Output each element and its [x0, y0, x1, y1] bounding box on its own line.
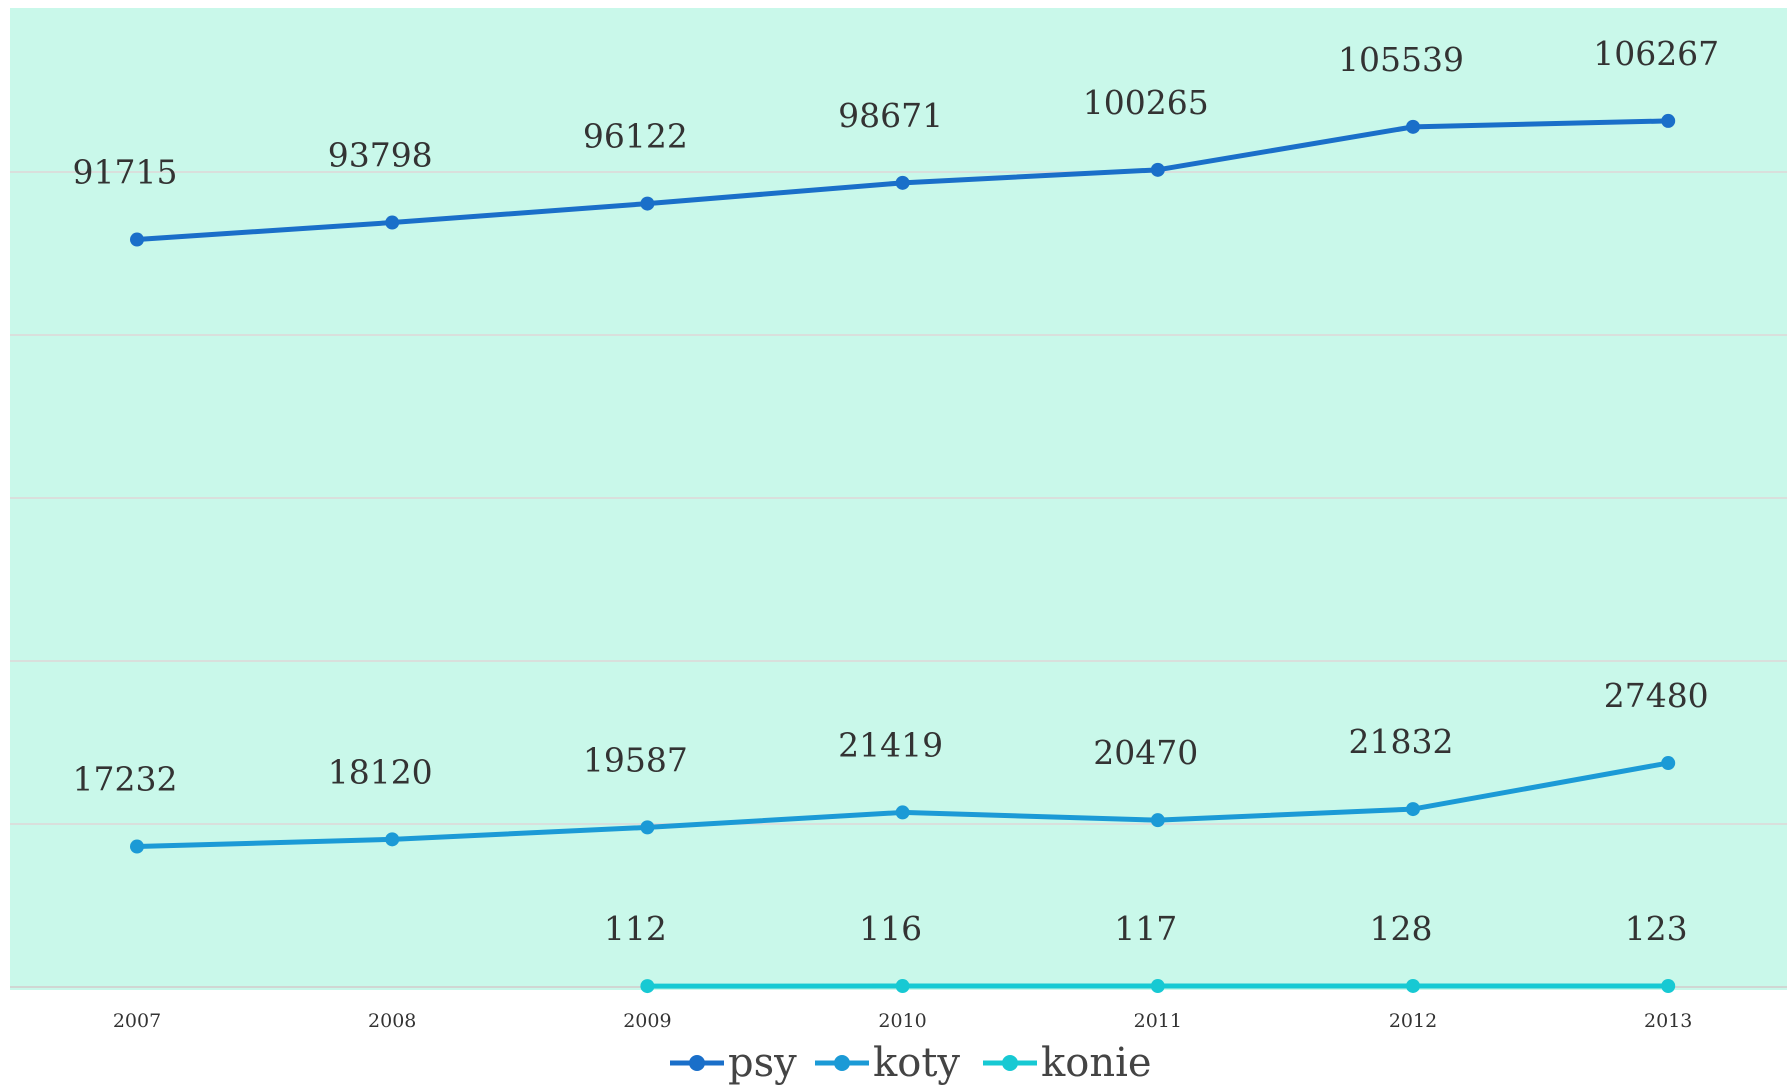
- legend-label: konie: [1041, 1040, 1152, 1086]
- data-label-koty: 18120: [328, 752, 433, 791]
- legend-label: psy: [728, 1040, 797, 1086]
- x-tick-label: 2009: [623, 1010, 671, 1032]
- legend-swatch-marker: [689, 1055, 705, 1071]
- data-label-koty: 27480: [1604, 676, 1709, 715]
- data-point-psy: [385, 215, 400, 230]
- data-point-koty: [1150, 813, 1165, 828]
- x-tick-label: 2010: [878, 1010, 926, 1032]
- data-label-psy: 91715: [73, 153, 178, 192]
- x-axis-ticks: 2007 2008 2009 2010 2011 2012 2013: [113, 1010, 1693, 1032]
- data-point-koty: [130, 839, 144, 854]
- x-tick-label: 2008: [368, 1010, 416, 1032]
- data-label-psy: 93798: [328, 136, 433, 175]
- x-tick-label: 2011: [1134, 1010, 1182, 1032]
- data-label-koty: 21419: [838, 725, 943, 764]
- data-label-koty: 17232: [73, 760, 178, 799]
- data-label-psy: 105539: [1338, 40, 1464, 79]
- data-label-konie: 117: [1114, 909, 1177, 948]
- x-tick-label: 2012: [1389, 1010, 1437, 1032]
- data-label-konie: 116: [859, 909, 922, 948]
- data-point-konie: [1661, 978, 1676, 993]
- data-point-psy: [1406, 119, 1420, 134]
- data-label-psy: 98671: [838, 96, 943, 135]
- data-point-koty: [1406, 802, 1420, 817]
- data-label-psy: 106267: [1593, 34, 1719, 73]
- legend: psy koty konie: [670, 1040, 1152, 1086]
- x-tick-label: 2007: [113, 1010, 161, 1032]
- legend-swatch-marker: [1002, 1055, 1018, 1071]
- data-point-konie: [1406, 978, 1420, 993]
- data-point-koty: [385, 832, 400, 847]
- data-point-koty: [895, 805, 910, 820]
- data-point-psy: [640, 196, 655, 211]
- data-label-konie: 112: [604, 909, 667, 948]
- data-label-koty: 19587: [583, 740, 688, 779]
- data-label-konie: 128: [1370, 909, 1433, 948]
- data-label-konie: 123: [1625, 909, 1688, 948]
- data-point-psy: [130, 232, 144, 247]
- legend-item-konie: konie: [983, 1040, 1152, 1086]
- data-label-psy: 96122: [583, 117, 688, 156]
- series-points: [130, 113, 1676, 994]
- data-label-psy: 100265: [1083, 83, 1209, 122]
- data-point-koty: [640, 820, 655, 835]
- legend-item-psy: psy: [670, 1040, 797, 1086]
- data-label-koty: 21832: [1349, 722, 1454, 761]
- data-point-konie: [1150, 979, 1165, 994]
- legend-item-koty: koty: [815, 1040, 960, 1086]
- x-tick-label: 2013: [1644, 1010, 1692, 1032]
- legend-label: koty: [873, 1040, 960, 1086]
- data-point-psy: [895, 175, 910, 190]
- legend-swatch-marker: [834, 1055, 850, 1071]
- data-point-koty: [1661, 756, 1676, 771]
- data-point-konie: [895, 979, 910, 994]
- data-point-psy: [1661, 113, 1676, 128]
- data-point-psy: [1150, 162, 1165, 177]
- data-label-koty: 20470: [1093, 733, 1198, 772]
- data-point-konie: [640, 979, 655, 994]
- data-labels: 91715 93798 96122 98671 100265 105539 106267 17…: [73, 34, 1720, 948]
